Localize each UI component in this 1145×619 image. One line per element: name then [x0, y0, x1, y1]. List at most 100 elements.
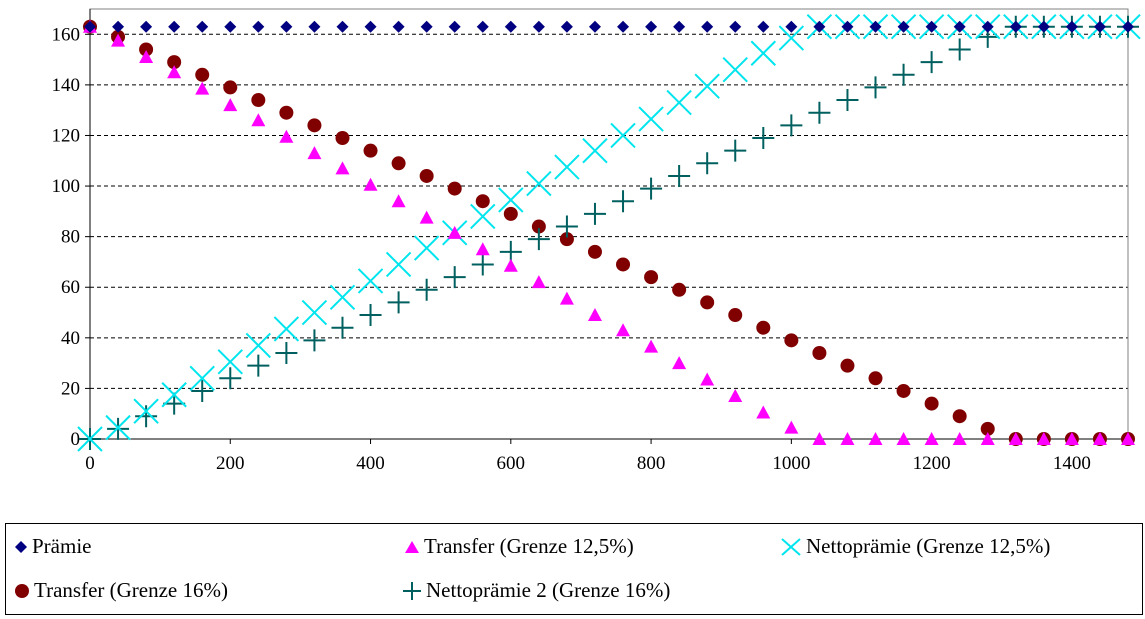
- data-point: [812, 346, 827, 360]
- data-point: [363, 177, 378, 191]
- data-point: [724, 139, 747, 162]
- legend-label: Nettoprämie 2 (Grenze 16%): [426, 578, 671, 602]
- data-point: [896, 432, 911, 445]
- data-point: [864, 76, 887, 99]
- data-point: [223, 98, 238, 112]
- data-point: [301, 299, 328, 326]
- data-point: [84, 20, 96, 33]
- data-point: [948, 38, 971, 61]
- data-point: [419, 210, 434, 224]
- data-point: [475, 242, 490, 256]
- data-point: [392, 20, 405, 33]
- data-point: [387, 291, 410, 314]
- data-point: [778, 25, 805, 51]
- data-point: [331, 316, 354, 339]
- legend-item-netto2-16: Nettoprämie 2 (Grenze 16%): [402, 578, 670, 603]
- data-point: [952, 432, 967, 445]
- data-point: [672, 282, 687, 297]
- legend-label: Transfer (Grenze 12,5%): [424, 534, 634, 558]
- data-point: [105, 414, 131, 441]
- data-point: [841, 20, 854, 33]
- x-tick-label: 200: [216, 453, 245, 474]
- data-point: [443, 266, 466, 289]
- legend-label: Nettoprämie (Grenze 12,5%): [806, 534, 1051, 558]
- data-point: [784, 333, 799, 348]
- y-tick-label: 80: [61, 227, 80, 248]
- data-point: [526, 170, 552, 197]
- data-point: [273, 316, 300, 342]
- data-point: [728, 308, 743, 323]
- data-point: [892, 63, 915, 86]
- data-point: [812, 432, 827, 445]
- data-point: [415, 278, 438, 301]
- data-point: [140, 20, 153, 33]
- data-point: [1121, 432, 1135, 445]
- data-point: [251, 93, 266, 108]
- data-point: [447, 225, 462, 239]
- data-point: [247, 354, 270, 377]
- data-point: [980, 432, 995, 445]
- data-point: [224, 20, 237, 33]
- y-tick-label: 120: [52, 125, 81, 146]
- data-point: [587, 244, 602, 259]
- data-point: [531, 219, 546, 234]
- data-point: [700, 295, 715, 310]
- data-point: [420, 20, 433, 33]
- data-point: [329, 284, 356, 311]
- data-point: [447, 181, 462, 196]
- data-point: [111, 33, 126, 47]
- legend-item-netto-12: Nettoprämie (Grenze 12,5%): [780, 534, 1050, 559]
- data-point: [785, 20, 798, 33]
- data-point: [1037, 20, 1050, 33]
- data-point: [560, 20, 573, 33]
- x-axis: 0 200 400 600 800 1000 1200 1400: [85, 438, 1128, 474]
- data-point: [616, 323, 631, 337]
- data-point: [644, 270, 659, 285]
- data-point: [836, 89, 859, 112]
- data-point: [335, 131, 350, 145]
- data-point: [981, 20, 994, 33]
- data-point: [303, 329, 326, 352]
- data-point: [587, 308, 602, 322]
- data-point: [391, 156, 406, 171]
- data-point: [219, 367, 242, 390]
- legend-item-transfer-12: Transfer (Grenze 12,5%): [404, 534, 634, 559]
- data-point: [223, 80, 238, 95]
- data-point: [336, 20, 349, 33]
- data-point: [252, 20, 265, 33]
- data-point: [196, 20, 209, 33]
- data-point: [952, 409, 967, 424]
- x-tick-label: 0: [85, 453, 95, 474]
- data-point: [756, 320, 771, 335]
- data-point: [869, 20, 882, 33]
- data-point: [840, 358, 855, 373]
- data-point: [476, 20, 489, 33]
- data-point: [527, 228, 550, 251]
- data-point: [780, 114, 803, 137]
- data-point: [673, 20, 686, 33]
- data-point: [275, 342, 298, 364]
- data-point: [413, 235, 440, 261]
- data-point: [750, 40, 777, 66]
- triangle-icon: [405, 540, 419, 553]
- data-point: [868, 371, 883, 386]
- data-point: [554, 154, 580, 180]
- data-point: [112, 20, 125, 33]
- data-point: [279, 129, 294, 143]
- data-point: [920, 51, 943, 74]
- data-point: [135, 405, 158, 428]
- data-point: [307, 146, 322, 160]
- data-point: [307, 118, 322, 133]
- series-diamond: [84, 20, 1134, 33]
- data-point: [694, 73, 720, 99]
- data-point: [280, 20, 293, 33]
- data-point: [532, 20, 545, 33]
- data-point: [363, 143, 378, 158]
- data-point: [1093, 20, 1106, 33]
- data-point: [953, 20, 966, 33]
- gridlines: [90, 33, 1128, 389]
- data-point: [980, 421, 995, 436]
- data-point: [924, 396, 939, 411]
- data-point: [728, 389, 743, 402]
- x-tick-label: 400: [356, 453, 385, 474]
